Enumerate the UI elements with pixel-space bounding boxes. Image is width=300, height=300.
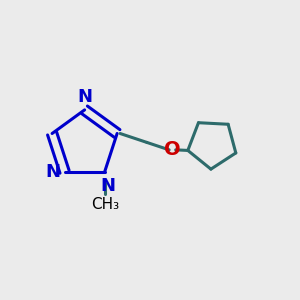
- Text: O: O: [164, 140, 180, 159]
- Text: CH₃: CH₃: [91, 197, 119, 212]
- Text: N: N: [77, 88, 92, 106]
- Text: N: N: [100, 177, 115, 195]
- Text: N: N: [45, 163, 60, 181]
